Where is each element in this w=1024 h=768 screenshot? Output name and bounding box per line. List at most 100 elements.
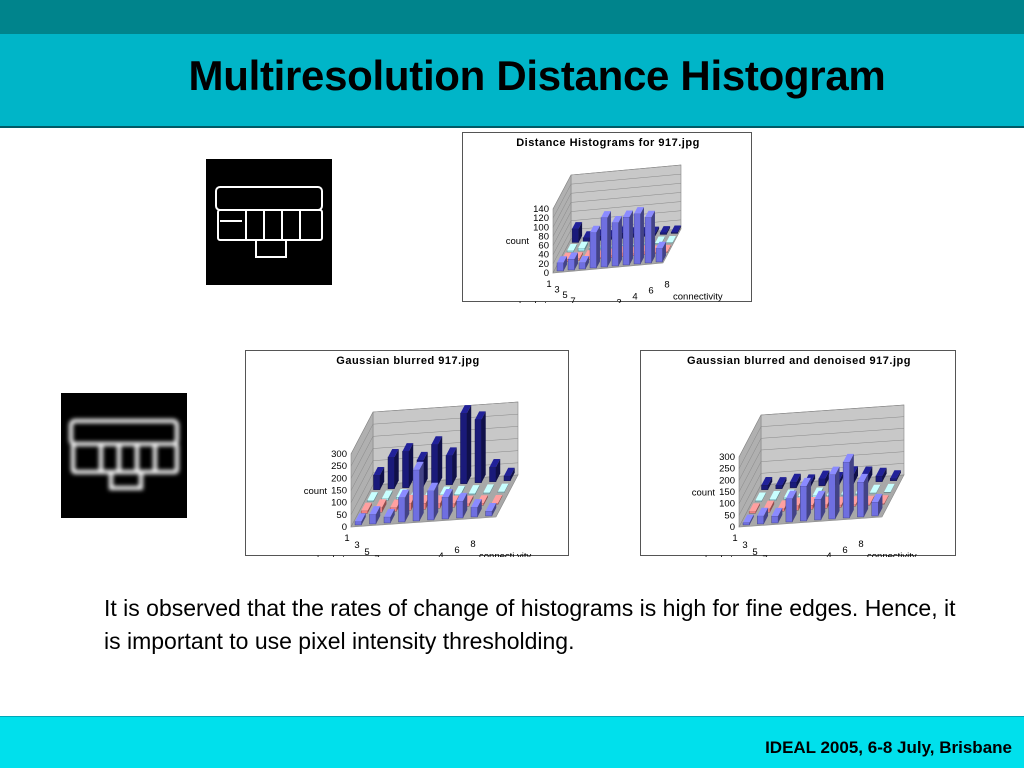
histogram-bar-side xyxy=(778,507,783,523)
histogram-bar-top xyxy=(814,490,826,499)
footer-text: IDEAL 2005, 6-8 July, Brisbane xyxy=(765,738,1012,757)
histogram-bar-side xyxy=(825,470,830,486)
y-tick-label: 300 xyxy=(719,452,735,463)
histogram-bar-side xyxy=(882,467,887,482)
histogram-bar-side xyxy=(596,225,600,268)
histogram-bar-side xyxy=(806,477,811,521)
gridline xyxy=(552,174,572,210)
footer-bar xyxy=(0,716,1024,768)
histogram-bar-top xyxy=(818,470,830,479)
y-tick-label: 0 xyxy=(544,268,549,279)
histogram-bar-side xyxy=(763,507,769,524)
histogram-bar xyxy=(582,237,590,242)
histogram-bar xyxy=(402,451,410,488)
histogram-bar xyxy=(589,232,597,269)
histogram-bar-top xyxy=(442,489,453,498)
histogram-bar-side xyxy=(839,471,844,485)
histogram-bar-top xyxy=(427,482,439,491)
histogram-bar-top xyxy=(861,466,873,475)
bucket-tick-label: 5 xyxy=(562,290,567,301)
histogram-bar-side xyxy=(405,489,410,522)
title-bar xyxy=(0,34,1024,128)
histogram-bar-top xyxy=(590,225,600,233)
histogram-bar-top xyxy=(375,499,387,508)
histogram-bar-side xyxy=(504,483,509,493)
histogram-bar-side xyxy=(884,495,889,505)
histogram-bar-side xyxy=(868,466,873,483)
histogram-bar xyxy=(485,510,493,517)
histogram-bar xyxy=(474,419,482,483)
top-band xyxy=(0,0,1024,34)
histogram-bar xyxy=(771,515,779,524)
gridline xyxy=(760,404,905,416)
slide-title: Multiresolution Distance Histogram xyxy=(188,52,886,99)
histogram-bar xyxy=(871,501,879,517)
y-tick-label: 50 xyxy=(336,510,347,521)
gridline xyxy=(570,201,682,212)
histogram-bar xyxy=(412,469,420,522)
histogram-bar-side xyxy=(382,499,387,513)
bucket-tick-label: 7 xyxy=(762,554,767,557)
histogram-bar-side xyxy=(419,461,424,521)
histogram-bar-top xyxy=(568,252,578,260)
bucket-tick-label: 3 xyxy=(742,540,747,551)
histogram-bar xyxy=(755,500,763,502)
histogram-bar-top xyxy=(398,489,410,498)
gridline xyxy=(738,449,762,493)
bucket-tick-label: 1 xyxy=(344,533,349,544)
bucket-tick-label: 1 xyxy=(546,279,551,290)
histogram-bar xyxy=(566,250,574,253)
histogram-bar-side xyxy=(367,502,372,514)
histogram-bar xyxy=(644,217,652,264)
histogram-bar-side xyxy=(651,210,655,263)
histogram-bar-side xyxy=(769,500,775,513)
histogram-bar-top xyxy=(439,486,451,495)
histogram-bar-top xyxy=(572,222,583,229)
histogram-bar-top xyxy=(456,492,468,501)
histogram-bar-side xyxy=(835,466,840,519)
z-axis-label: connectivity xyxy=(673,291,723,302)
connectivity-tick-label: 6 xyxy=(454,545,459,556)
bucket-tick-label: 7 xyxy=(374,554,379,557)
histogram-bar xyxy=(383,516,391,524)
histogram-bar-side xyxy=(563,256,567,271)
histogram-bar xyxy=(445,455,453,485)
gridline xyxy=(760,416,905,427)
histogram-bar-side xyxy=(481,411,486,483)
histogram-bar-side xyxy=(749,514,754,525)
y-axis-label: count xyxy=(506,236,530,247)
histogram-bar-side xyxy=(434,482,439,520)
histogram-bar-top xyxy=(785,490,797,499)
histogram-bar xyxy=(857,481,865,518)
histogram-bar xyxy=(761,484,769,490)
histogram-bar-side xyxy=(495,459,501,482)
histogram-bar-top xyxy=(645,210,655,218)
histogram-bar-top xyxy=(869,484,881,493)
histogram-bar-top xyxy=(361,502,372,511)
y-tick-label: 80 xyxy=(538,231,549,242)
gridline xyxy=(350,424,374,467)
gridline xyxy=(350,411,374,455)
histogram-bar xyxy=(578,262,586,270)
histogram-bar-top xyxy=(445,447,457,456)
histogram-bar-top xyxy=(871,493,883,502)
gridline xyxy=(350,448,374,491)
histogram-bar xyxy=(369,514,377,525)
histogram-bar-side xyxy=(469,495,474,507)
histogram-bar xyxy=(814,498,822,521)
gridline xyxy=(738,414,762,458)
histogram-bar-top xyxy=(416,451,428,460)
histogram-bar-top xyxy=(771,507,783,516)
histogram-bar-top xyxy=(763,500,775,509)
histogram-bar-side xyxy=(655,226,660,236)
histogram-bar-side xyxy=(578,222,583,243)
histogram-bar-top xyxy=(471,499,482,508)
chart-title: Distance Histograms for 917.jpg xyxy=(516,137,700,149)
histogram-bar xyxy=(489,466,497,482)
histogram-bar-top xyxy=(749,503,760,512)
bucket-tick-label: 9 xyxy=(578,301,583,303)
gridline xyxy=(372,413,519,425)
histogram-bar-top xyxy=(761,476,773,486)
bucket-tick-label: 5 xyxy=(364,547,369,557)
gridline xyxy=(570,192,682,203)
